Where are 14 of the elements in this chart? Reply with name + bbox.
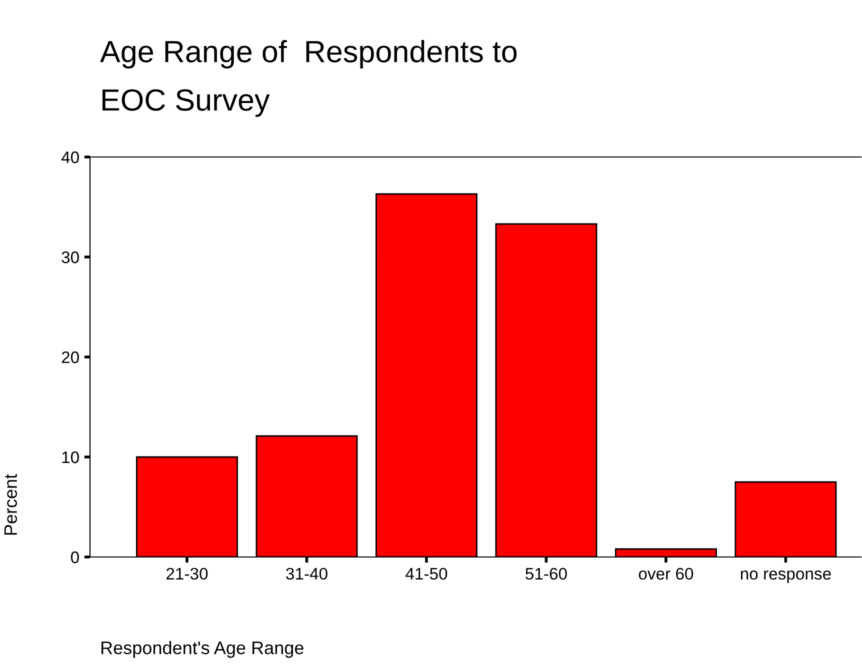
y-tick-label: 20 (62, 351, 79, 364)
y-tick-label: 30 (62, 251, 79, 264)
y-tick-label: 0 (70, 551, 79, 564)
chart-title: Age Range of Respondents to EOC Survey (100, 40, 517, 117)
x-tick-label: 41-50 (406, 568, 448, 580)
x-axis-title: Respondent's Age Range (102, 641, 304, 658)
y-tick-label: 10 (62, 451, 79, 464)
y-axis-title: Percent (4, 474, 18, 535)
x-tick-label: 51-60 (526, 568, 567, 580)
x-tick-label: 31-40 (286, 568, 328, 580)
y-tick-label: 40 (61, 151, 79, 164)
x-tick-label: no response (740, 570, 831, 583)
x-tick-label: 21-30 (166, 568, 208, 580)
x-tick-label: over 60 (638, 568, 694, 580)
